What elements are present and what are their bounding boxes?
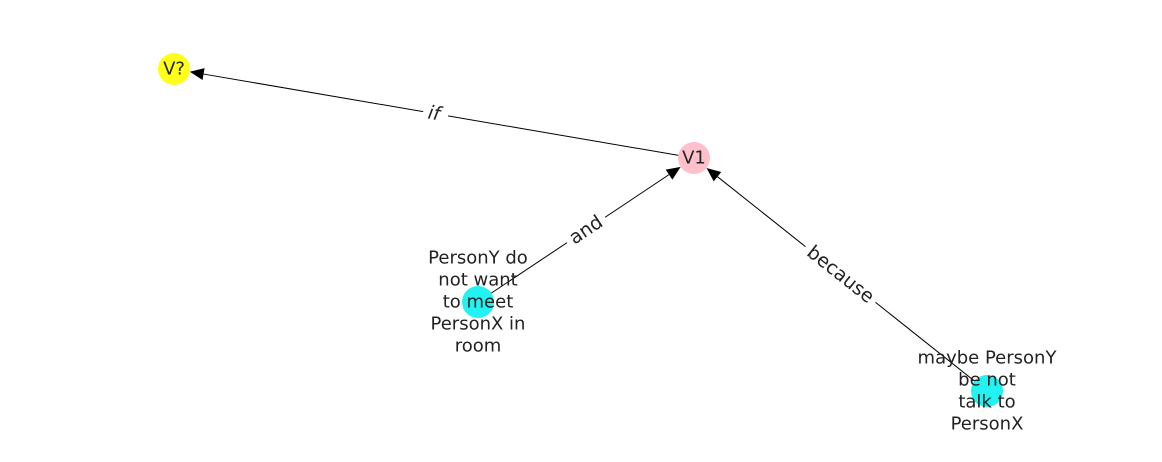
node-label-line: room [455, 336, 502, 357]
node-label: V1 [682, 148, 706, 169]
node-vq [158, 53, 190, 85]
node-label-line: maybe PersonY [918, 348, 1058, 369]
node-label-line: to meet [443, 292, 514, 313]
node-label: maybe PersonY be not talk to PersonX [918, 348, 1058, 435]
node-label-line: PersonX [951, 414, 1024, 435]
arrowhead-icon [189, 68, 205, 80]
nodes-layer [158, 53, 1003, 407]
edge-line [203, 73, 695, 159]
node-n1 [462, 286, 494, 318]
edge-if [189, 68, 695, 159]
edge-label-background [560, 207, 612, 253]
arrowhead-icon [665, 166, 681, 180]
node-label-line: PersonY do [428, 248, 528, 269]
node-label-line: be not [958, 370, 1016, 391]
node-label-line: V? [163, 59, 185, 80]
node-label-line: not want [438, 270, 517, 291]
edge-label-group: because [798, 237, 883, 312]
edges-layer [189, 68, 988, 392]
arrowhead-icon [706, 167, 722, 182]
node-label: V? [163, 59, 185, 80]
node-v1 [678, 142, 710, 174]
edge-label-background [798, 237, 883, 312]
edge-label: because [803, 241, 879, 308]
edge-label-group: if [421, 99, 451, 128]
node-label-line: talk to [958, 392, 1015, 413]
node-labels-layer: V? V1 PersonY do not want to meet PersonX in r… [163, 59, 1057, 435]
edge-label-background [421, 99, 451, 128]
node-label: PersonY do not want to meet PersonX in room [428, 248, 528, 357]
node-label-line: PersonX in [431, 314, 526, 335]
node-label-line: V1 [682, 148, 706, 169]
node-n2 [971, 375, 1003, 407]
edge-label-group: and [560, 207, 612, 253]
